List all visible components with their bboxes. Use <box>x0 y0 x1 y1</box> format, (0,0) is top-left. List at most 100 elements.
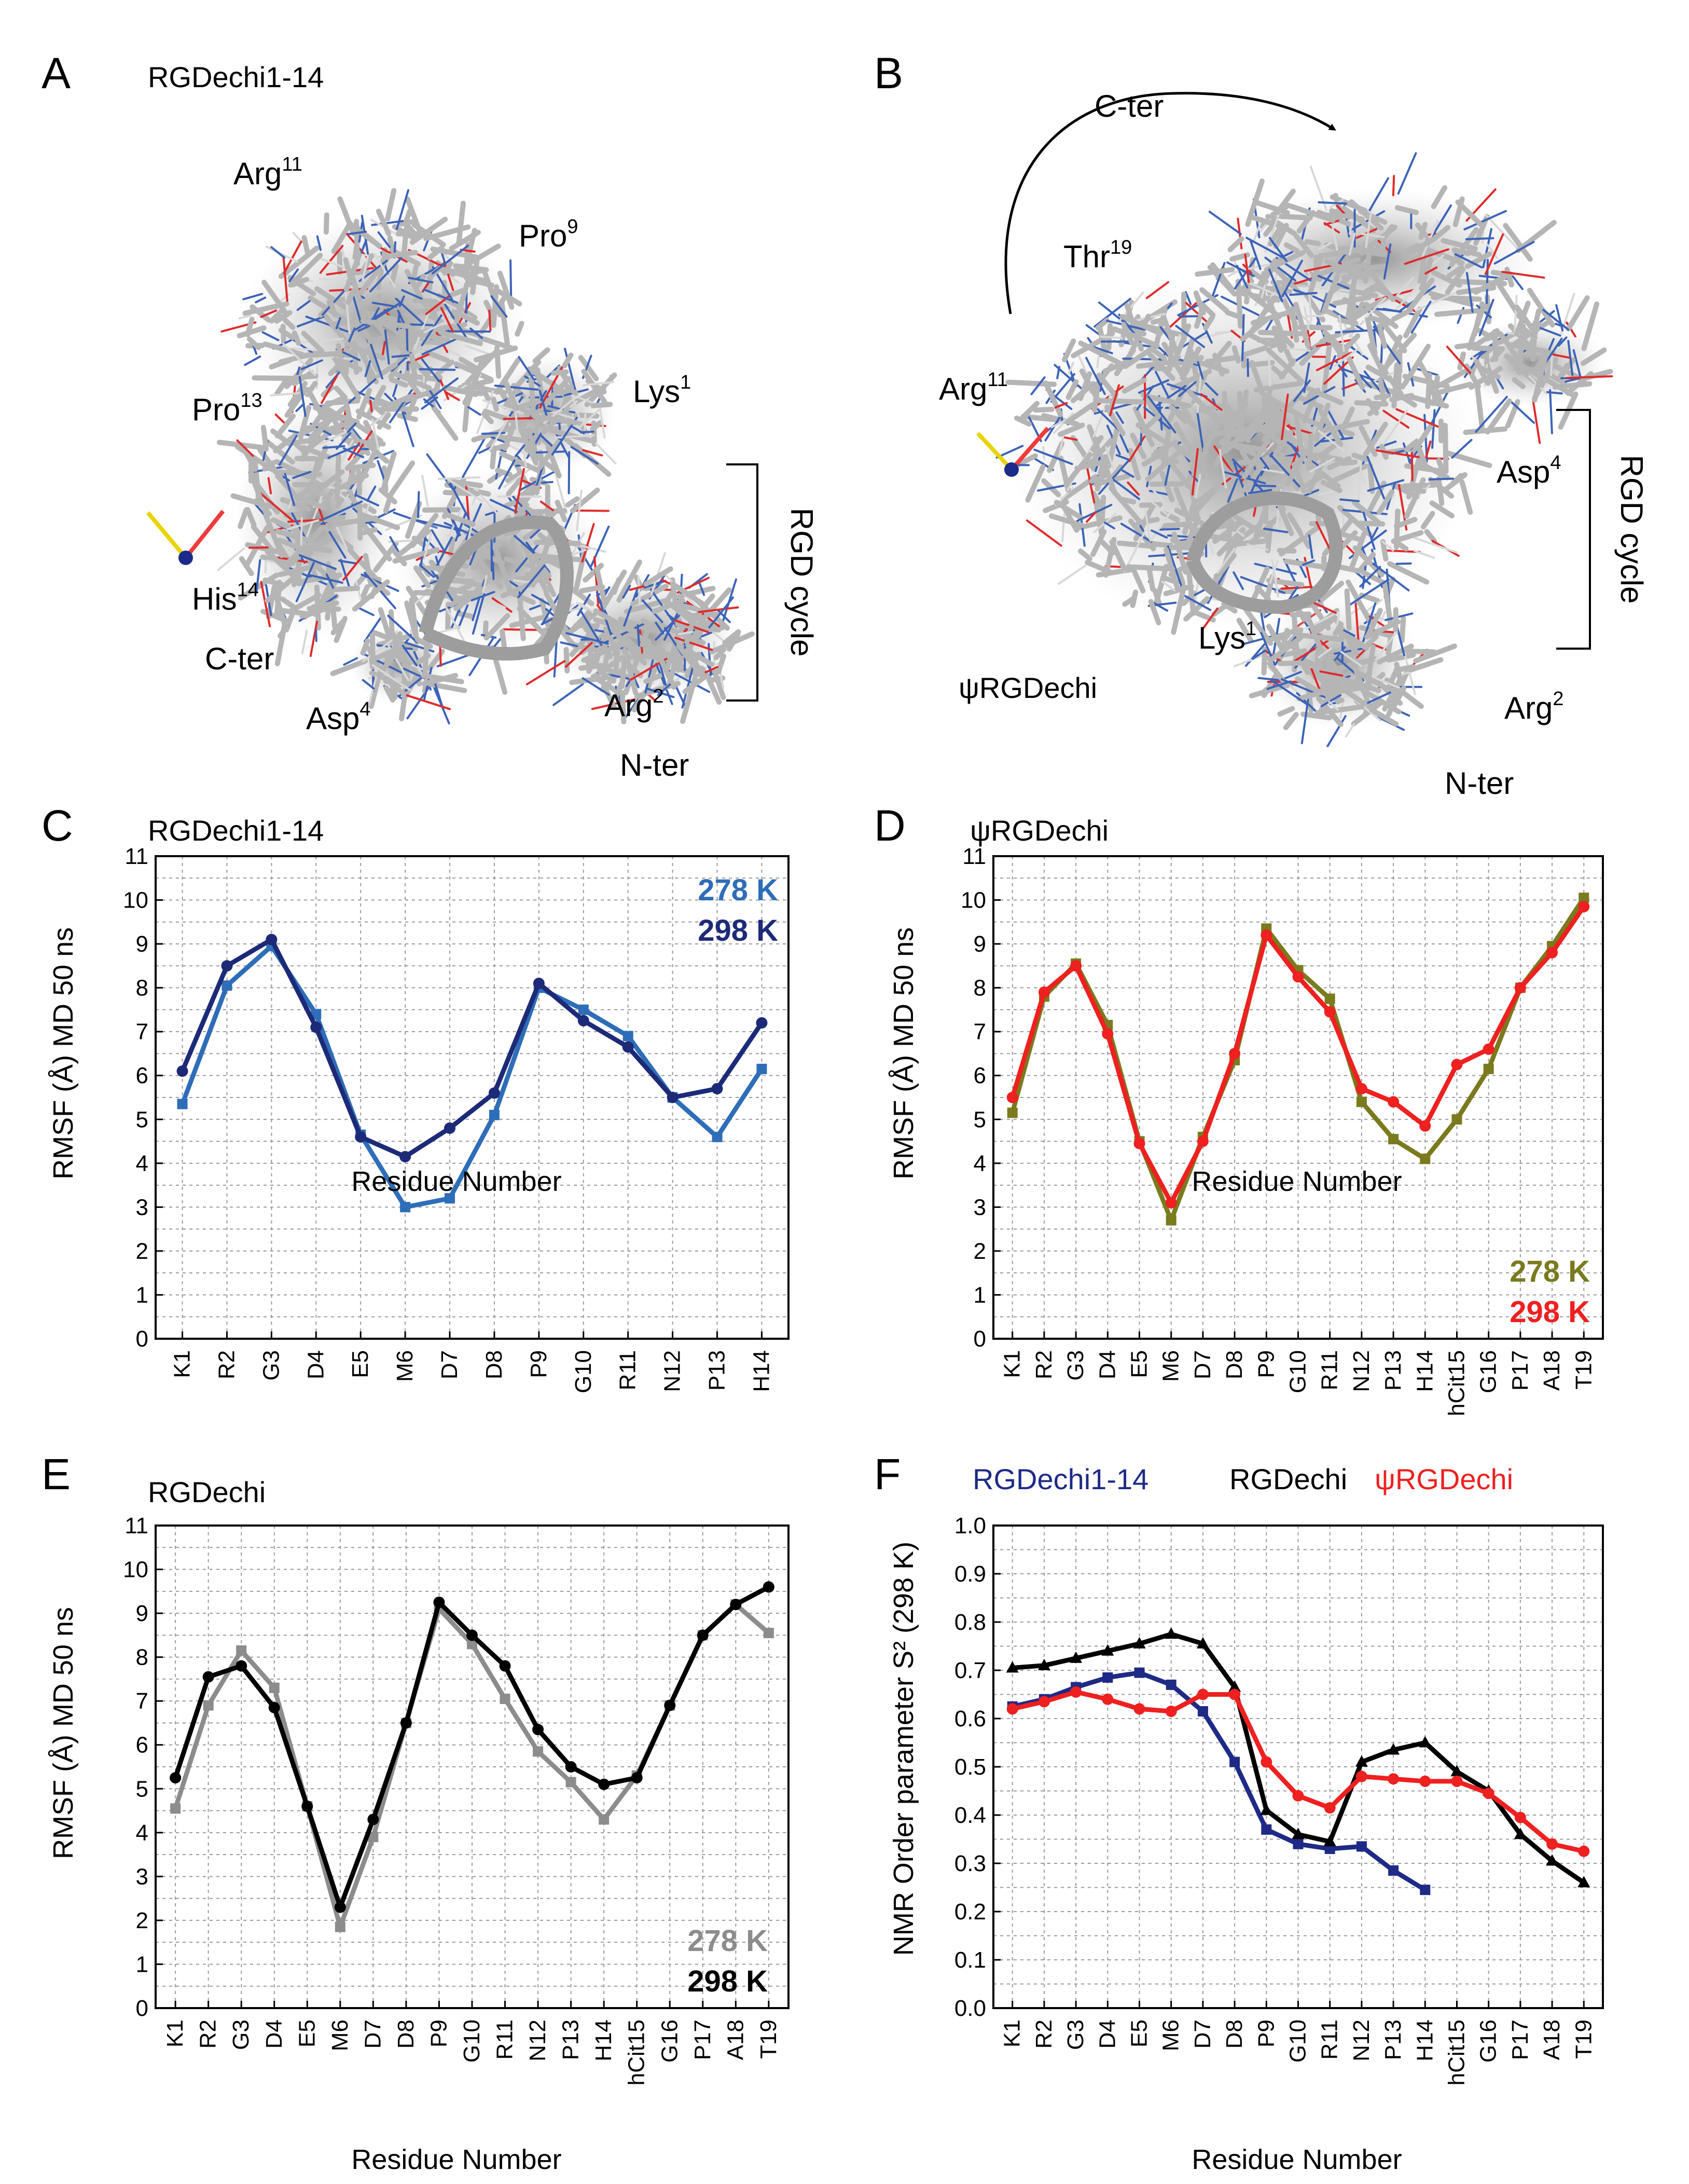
data-point <box>1038 986 1050 998</box>
bond-stick <box>1396 392 1417 408</box>
bond-stick <box>347 422 357 433</box>
bond-stick <box>1145 281 1169 299</box>
data-point <box>578 1004 589 1015</box>
x-tick-label: K1 <box>170 1350 195 1378</box>
bond-stick <box>713 647 727 661</box>
bond-stick <box>376 209 392 236</box>
bond-stick <box>1432 225 1451 241</box>
bond-stick <box>663 589 675 605</box>
bond-stick <box>1367 315 1392 326</box>
bond-stick <box>1363 421 1388 457</box>
data-point <box>1070 1686 1082 1698</box>
bond-stick <box>1546 372 1568 387</box>
data-point <box>1451 1775 1463 1787</box>
bond-stick <box>1284 449 1309 487</box>
x-tick-label: G10 <box>1285 1350 1311 1393</box>
bond-stick <box>314 286 348 310</box>
bond-stick <box>257 447 283 480</box>
bond-stick <box>509 259 513 303</box>
bond-stick <box>1264 214 1280 253</box>
bond-stick <box>292 330 301 346</box>
bond-stick <box>1121 469 1134 478</box>
bond-stick <box>1203 314 1215 331</box>
bond-stick <box>238 507 249 529</box>
chart-e-title: RGDechi <box>148 1476 266 1508</box>
x-tick-label: M6 <box>1158 2020 1184 2051</box>
bond-stick <box>1163 583 1194 596</box>
chart-d: 0 1 2 3 4 5 6 7 8 9 10 11 K1 R2 G3 D4 E5 M6 D7 D8 P9 G10 R11 N1… <box>961 844 1604 1416</box>
data-point <box>1038 1696 1050 1708</box>
bond-stick <box>1359 566 1381 588</box>
data-point <box>236 1645 247 1656</box>
bond-stick <box>1425 440 1432 458</box>
bond-stick <box>1289 292 1318 296</box>
bond-stick <box>1085 356 1106 395</box>
data-point <box>467 1639 477 1650</box>
x-axis-title-c: Residue Number <box>351 1166 561 1197</box>
bond-stick <box>261 280 289 316</box>
bond-stick <box>1257 677 1281 681</box>
bond-stick <box>655 663 673 705</box>
bond-stick <box>1312 295 1336 308</box>
bond-stick <box>582 381 615 387</box>
panel-letter-e: E <box>41 1450 71 1499</box>
bond-stick <box>384 646 398 659</box>
bond-stick <box>555 500 567 523</box>
bond-stick <box>1186 516 1201 544</box>
bond-stick <box>601 682 617 710</box>
bond-stick <box>260 309 278 318</box>
bond-stick <box>1295 632 1345 642</box>
bond-stick <box>236 439 254 457</box>
bond-stick <box>319 278 347 281</box>
bond-stick <box>1227 236 1244 252</box>
bond-stick <box>453 263 489 273</box>
bond-stick <box>432 244 469 274</box>
bond-stick <box>297 543 333 554</box>
bond-stick <box>1406 236 1436 256</box>
data-point <box>1229 1688 1241 1700</box>
bond-stick <box>421 673 464 684</box>
label-lys1-b: Lys1 <box>1198 618 1256 655</box>
bond-stick <box>1093 346 1113 354</box>
bond-stick <box>1147 395 1176 434</box>
bond-stick <box>1056 366 1061 379</box>
bond-stick <box>265 245 298 263</box>
bond-stick <box>1269 454 1300 488</box>
rgd-bracket-a <box>726 463 758 702</box>
bond-stick <box>506 474 525 497</box>
data-point <box>1483 1064 1494 1075</box>
bond-stick <box>1264 256 1297 282</box>
bond-stick <box>1078 548 1092 561</box>
bond-stick <box>1019 401 1040 421</box>
y-tick-label: 9 <box>974 931 986 957</box>
bond-stick <box>1345 579 1374 625</box>
bond-stick <box>1405 649 1437 655</box>
data-point <box>1419 1736 1432 1748</box>
bond-stick <box>457 611 475 620</box>
bond-stick <box>1078 371 1092 401</box>
bond-stick <box>1194 474 1201 499</box>
bond-stick <box>309 408 326 431</box>
y-tick-label: 0 <box>136 1996 148 2021</box>
bond-stick <box>697 587 732 626</box>
x-tick-label: D4 <box>303 1350 328 1379</box>
bond-stick <box>300 550 330 580</box>
x-tick-label: R2 <box>196 2020 221 2049</box>
data-point <box>1324 1006 1336 1018</box>
bond-stick <box>269 308 285 324</box>
bond-stick <box>1392 175 1395 197</box>
data-point <box>1006 1703 1018 1715</box>
bond-stick <box>1200 607 1219 631</box>
bond-stick <box>1482 228 1492 268</box>
bond-stick <box>500 628 507 650</box>
bond-stick <box>502 378 519 409</box>
bond-stick <box>1266 680 1292 690</box>
x-tick-label: P13 <box>1380 1350 1406 1391</box>
bond-stick <box>1484 233 1504 276</box>
bond-stick <box>1130 483 1168 516</box>
label-nter-b: N-ter <box>1445 766 1514 801</box>
data-point <box>1261 1756 1272 1768</box>
bond-stick <box>282 342 316 376</box>
bond-stick <box>1364 206 1373 253</box>
bond-stick <box>483 613 510 641</box>
